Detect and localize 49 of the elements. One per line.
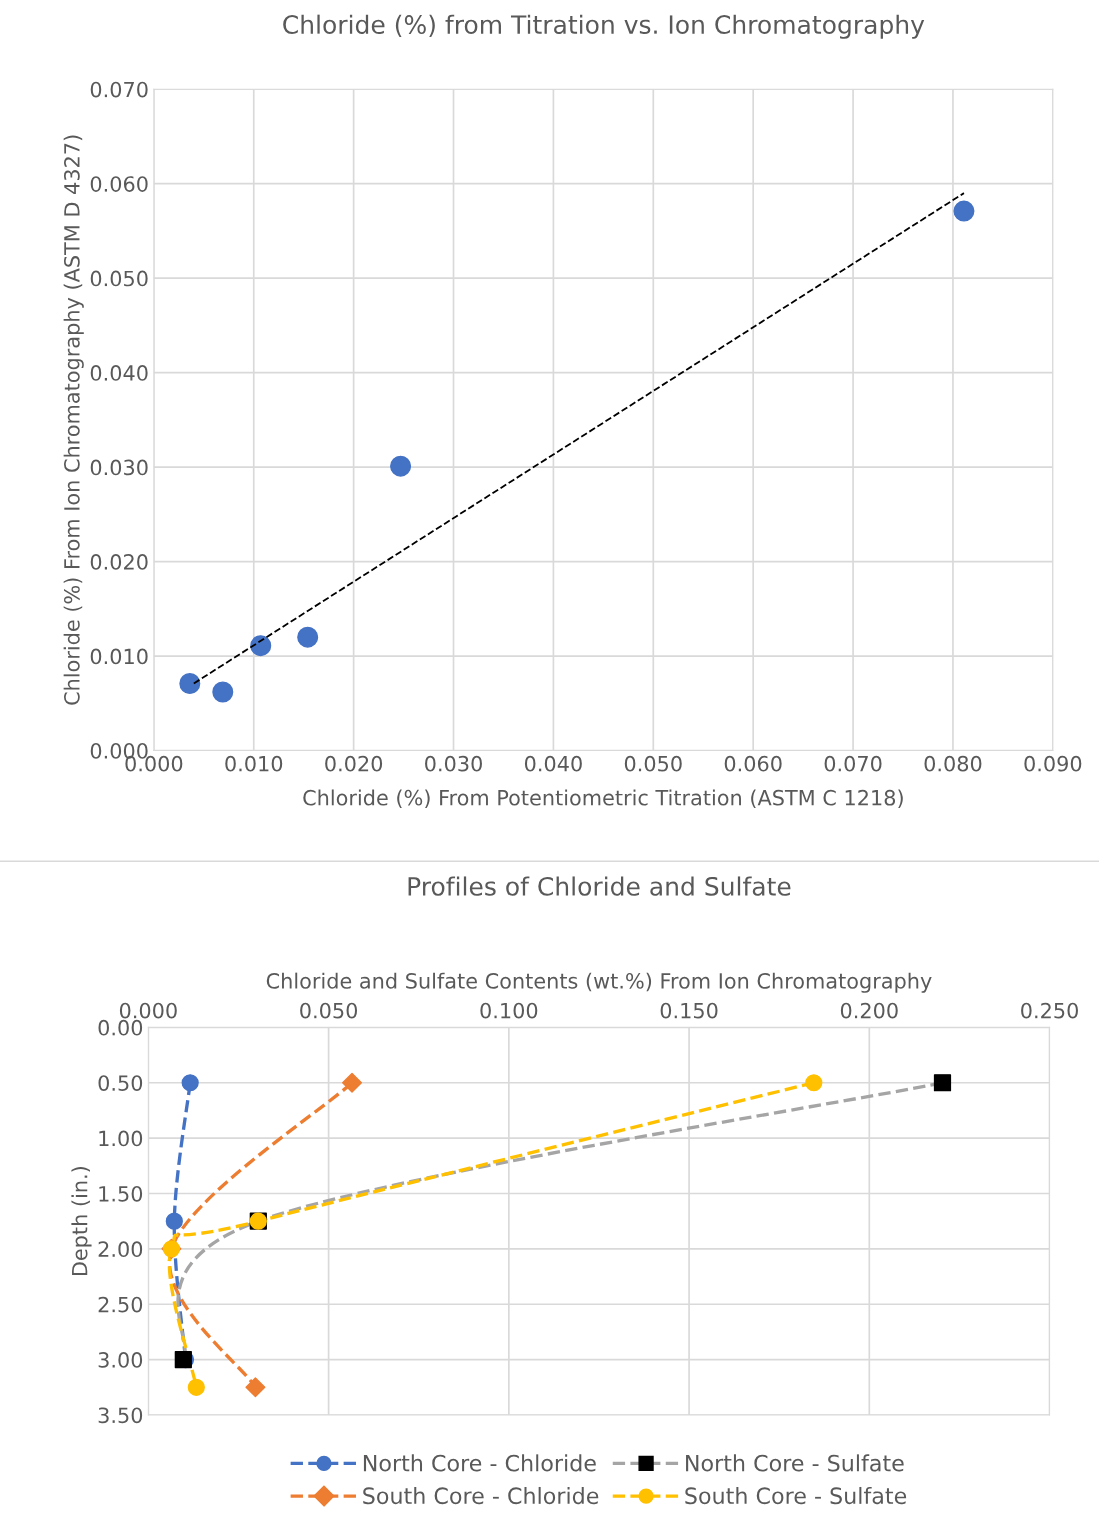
x-tick-label: 0.100	[480, 1002, 538, 1019]
y-axis-title: Depth (in.)	[71, 1166, 92, 1276]
legend-label: South Core - Sulfate	[685, 1486, 907, 1505]
legend-label: South Core - Chloride	[363, 1486, 599, 1505]
x-tick-label: 0.050	[300, 1002, 358, 1019]
x-tick-label: 0.010	[225, 755, 283, 772]
point	[390, 455, 412, 477]
y-tick-label: 0.050	[90, 270, 148, 287]
x-axis-title: Chloride and Sulfate Contents (wt.%) From Ion Chromatography	[266, 972, 932, 993]
chart-title: Profiles of Chloride and Sulfate	[408, 876, 791, 896]
y-tick-label: 2.00	[98, 1241, 143, 1258]
x-tick-label: 0.070	[824, 755, 882, 772]
y-tick-label: 3.00	[98, 1352, 143, 1368]
x-tick-label: 0.150	[660, 1002, 718, 1019]
legend-label: North Core - Chloride	[363, 1454, 596, 1472]
point	[212, 681, 234, 703]
y-tick-label: 0.040	[90, 365, 148, 381]
y-tick-label: 2.50	[98, 1296, 143, 1313]
point	[297, 626, 319, 648]
point	[179, 672, 201, 694]
point	[933, 1074, 952, 1092]
point	[953, 200, 975, 222]
y-tick-label: 1.00	[99, 1130, 143, 1147]
y-tick-label: 0.50	[98, 1075, 143, 1091]
y-tick-label: 1.50	[99, 1185, 143, 1202]
y-tick-label: 0.00	[98, 1019, 143, 1036]
point	[245, 1377, 266, 1398]
y-tick-label: 0.060	[90, 176, 148, 192]
x-tick-label: 0.250	[1021, 1002, 1078, 1019]
point	[342, 1072, 363, 1093]
x-tick-label: 0.000	[119, 1002, 177, 1019]
legend-label: North Core - Sulfate	[686, 1454, 904, 1472]
x-tick-label: 0.030	[425, 755, 482, 772]
x-tick-label: 0.090	[1024, 755, 1082, 772]
x-tick-label: 0.020	[325, 755, 383, 772]
y-tick-label: 0.030	[90, 459, 148, 476]
x-tick-label: 0.050	[624, 755, 682, 772]
point	[250, 635, 272, 657]
y-tick-label: 3.50	[98, 1407, 143, 1424]
x-tick-label: 0.040	[524, 755, 582, 772]
x-tick-label: 0.060	[724, 755, 782, 772]
y-axis-title: Chloride (%) From Ion Chromatography (ASTM D 4327)	[63, 135, 84, 705]
x-tick-label: 0.200	[840, 1002, 898, 1019]
y-tick-label: 0.010	[90, 648, 148, 665]
chart-title: Chloride (%) from Titration vs. Ion Chromatography	[283, 14, 925, 39]
x-axis-title: Chloride (%) From Potentiometric Titration (ASTM C 1218)	[303, 789, 903, 809]
y-tick-label: 0.020	[90, 554, 148, 570]
x-tick-label: 0.080	[924, 755, 982, 772]
y-tick-label: 0.070	[90, 81, 148, 98]
